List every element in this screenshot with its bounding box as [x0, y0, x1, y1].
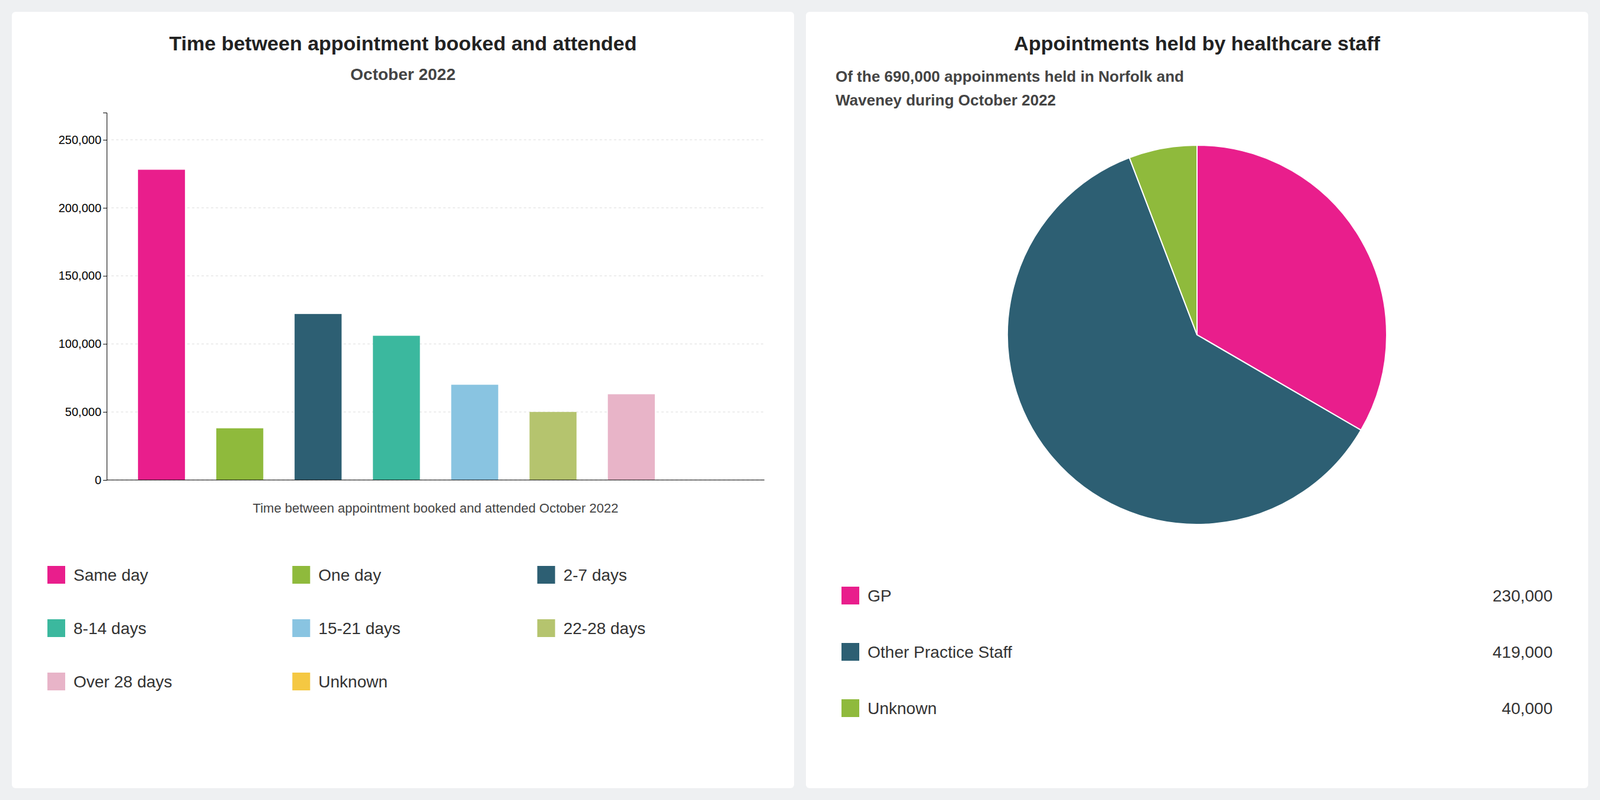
y-tick-label: 200,000	[58, 201, 102, 215]
legend: Same day One day 2-7 days 8-14 days 15-21 da…	[47, 565, 646, 691]
legend-swatch	[841, 642, 860, 661]
legend-swatch	[537, 565, 556, 584]
y-tick: 100,000	[58, 337, 107, 351]
y-tick-mark	[103, 480, 107, 481]
y-tick: 150,000	[58, 269, 107, 283]
y-tick: 200,000	[58, 201, 107, 215]
grid-line	[106, 275, 765, 277]
subtitle: Waveney during October 2022	[835, 91, 1056, 110]
legend-value: 40,000	[1501, 699, 1553, 718]
y-tick-mark	[103, 208, 107, 209]
x-axis-line	[106, 480, 765, 481]
slice	[1129, 145, 1198, 335]
chart-panel: Time between appointment booked and atte…	[11, 11, 795, 789]
y-axis: 0 50,000 100,000 150,000 200,000 250,000	[58, 113, 108, 487]
chart-panel: Appointments held by healthcare staff Of …	[805, 11, 1589, 789]
x-axis-title: Time between appointment booked and atte…	[253, 500, 619, 516]
legend-value: 230,000	[1492, 586, 1553, 606]
legend-swatch	[841, 586, 860, 605]
panel-background	[11, 11, 795, 789]
y-tick-mark	[103, 411, 107, 413]
slices	[1007, 145, 1387, 525]
legend-item: Other Practice Staff 419,000	[841, 642, 1553, 662]
bar	[294, 314, 342, 480]
legend-label: 8-14 days	[73, 619, 147, 638]
subtitle: October 2022	[350, 65, 456, 84]
bar	[138, 169, 185, 480]
legend-label: 22-28 days	[563, 619, 646, 638]
legend-item: GP 230,000	[841, 586, 1553, 606]
legend: GP 230,000 Other Practice Staff 419,000 Unkn…	[841, 586, 1553, 718]
y-tick-label: 100,000	[58, 337, 102, 351]
bar	[216, 428, 264, 480]
grid	[106, 139, 765, 480]
y-tick: 250,000	[58, 133, 107, 147]
legend-label: GP	[867, 586, 892, 606]
legend-item: 2-7 days	[537, 565, 627, 585]
legend-item: Unknown 40,000	[841, 699, 1553, 718]
panel-background	[805, 11, 1589, 789]
legend-item: Same day	[47, 565, 149, 585]
legend-label: Same day	[73, 565, 149, 585]
grid-line	[106, 480, 765, 481]
y-tick-label: 0	[94, 473, 102, 487]
legend-swatch	[537, 619, 556, 638]
legend-swatch	[841, 699, 860, 718]
legend-swatch	[47, 619, 66, 638]
subtitle: Of the 690,000 appoinments held in Norfo…	[835, 67, 1184, 86]
title: Appointments held by healthcare staff	[1013, 32, 1381, 55]
legend-label: Unknown	[318, 672, 388, 691]
y-tick: 0	[94, 473, 107, 487]
legend-item: 8-14 days	[47, 619, 147, 638]
grid-line	[106, 411, 765, 413]
y-tick-mark	[103, 139, 107, 141]
legend-swatch	[47, 565, 66, 584]
y-tick-label: 50,000	[65, 405, 102, 419]
legend-item: Over 28 days	[47, 672, 173, 691]
legend-item: One day	[292, 565, 382, 585]
y-tick: 50,000	[65, 405, 107, 419]
legend-label: Other Practice Staff	[867, 642, 1013, 662]
grid-line	[106, 139, 765, 140]
bar	[372, 336, 420, 480]
legend-swatch	[292, 672, 310, 691]
y-tick-label: 150,000	[58, 269, 102, 283]
figure: Time between appointment booked and atte…	[0, 0, 1600, 800]
title: Time between appointment booked and atte…	[168, 32, 637, 55]
y-tick-mark	[103, 276, 107, 277]
legend-label: Unknown	[867, 699, 937, 718]
bar	[608, 394, 655, 480]
legend-label: 2-7 days	[563, 565, 627, 585]
grid-line	[106, 207, 765, 208]
y-tick-mark	[103, 343, 107, 345]
legend-swatch	[292, 565, 310, 584]
bar	[450, 384, 498, 480]
grid-line	[106, 343, 765, 345]
legend-item: 15-21 days	[292, 619, 401, 638]
bar	[529, 411, 577, 480]
legend-value: 419,000	[1492, 642, 1553, 662]
y-tick-label: 250,000	[58, 133, 102, 147]
legend-label: One day	[318, 565, 382, 585]
legend-item: Unknown	[292, 672, 388, 691]
y-axis-line	[103, 113, 108, 481]
legend-label: Over 28 days	[73, 672, 173, 691]
legend-item: 22-28 days	[537, 619, 646, 638]
legend-swatch	[47, 672, 66, 691]
legend-label: 15-21 days	[318, 619, 401, 638]
legend-swatch	[292, 619, 310, 638]
bars	[138, 169, 655, 480]
